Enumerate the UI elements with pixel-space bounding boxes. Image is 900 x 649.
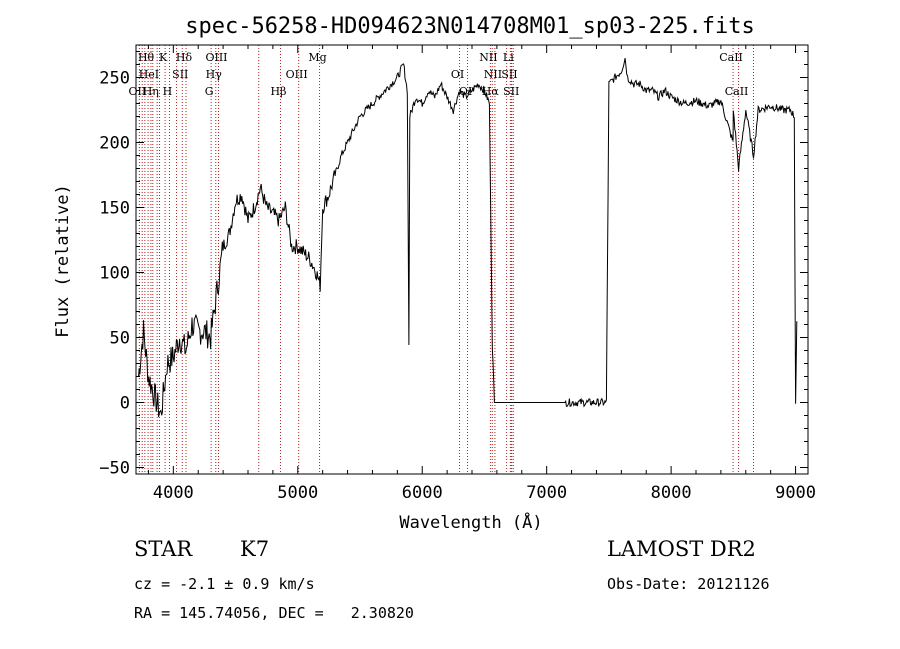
marker-label: Hγ [206, 68, 223, 81]
marker-label: OII [129, 85, 147, 98]
plot-frame [135, 44, 809, 475]
y-tick-label: 50 [110, 329, 130, 349]
obs-date-label: Obs-Date: 20121126 [607, 575, 770, 593]
marker-label: OI [459, 85, 472, 98]
marker-label: NII [484, 68, 502, 81]
plot-area [138, 58, 798, 418]
x-tick-label: 4000 [153, 483, 194, 503]
redshift-label: cz = -2.1 ± 0.9 km/s [134, 575, 315, 593]
marker-label: SII [503, 85, 519, 98]
y-tick-label: 150 [99, 199, 130, 219]
marker-label: G [205, 85, 214, 98]
marker-label: CaII [719, 51, 743, 64]
coordinates-label: RA = 145.74056, DEC = 2.30820 [134, 604, 414, 622]
y-tick-label: 0 [120, 394, 130, 414]
x-tick-label: 5000 [277, 483, 318, 503]
subclass-label: K7 [240, 537, 270, 561]
axis-ticks: 4000 5000 6000 7000 8000 9000 −50 0 50 100 150 200 2… [99, 45, 816, 503]
marker-label: SII [172, 68, 188, 81]
y-tick-label: 200 [99, 134, 130, 154]
marker-label: Mg [308, 51, 326, 64]
marker-label: SII [501, 68, 517, 81]
y-axis-label: Flux (relative) [53, 184, 73, 338]
marker-label: OIII [205, 51, 227, 64]
y-tick-label: 250 [99, 69, 130, 89]
marker-label: Hδ [176, 51, 193, 64]
x-tick-label: 8000 [651, 483, 692, 503]
marker-label: Hβ [271, 85, 287, 98]
y-tick-label: 100 [99, 264, 130, 284]
class-label: STAR [134, 537, 193, 561]
marker-label: CaII [725, 85, 749, 98]
marker-label: H [163, 85, 173, 98]
x-axis-label: Wavelength (Å) [399, 511, 542, 533]
marker-label: Hθ [138, 51, 155, 64]
marker-label: HeI [139, 68, 159, 81]
marker-label: OI [451, 68, 464, 81]
marker-label: Hη [143, 85, 159, 98]
y-tick-label: −50 [99, 459, 130, 479]
marker-label: OIII [286, 68, 308, 81]
chart-title: spec-56258-HD094623N014708M01_sp03-225.f… [185, 14, 755, 39]
spectrum-line [138, 58, 798, 418]
marker-label: K [159, 51, 168, 64]
marker-label: NII [479, 51, 497, 64]
survey-label: LAMOST DR2 [607, 537, 756, 561]
marker-label: Li [503, 51, 514, 64]
x-tick-label: 9000 [775, 483, 816, 503]
x-tick-label: 7000 [526, 483, 567, 503]
x-tick-label: 6000 [402, 483, 443, 503]
